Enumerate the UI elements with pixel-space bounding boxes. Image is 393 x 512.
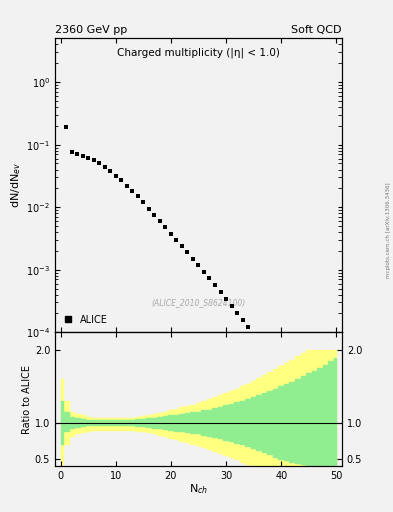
X-axis label: N$_{ch}$: N$_{ch}$ — [189, 482, 208, 496]
Text: Soft QCD: Soft QCD — [292, 25, 342, 35]
Y-axis label: Ratio to ALICE: Ratio to ALICE — [22, 365, 32, 434]
Text: (ALICE_2010_S8624100): (ALICE_2010_S8624100) — [151, 298, 246, 307]
Y-axis label: dN/dN$_{ev}$: dN/dN$_{ev}$ — [9, 162, 23, 208]
Legend: ALICE: ALICE — [60, 312, 111, 328]
Text: Charged multiplicity (|η| < 1.0): Charged multiplicity (|η| < 1.0) — [117, 47, 280, 58]
Text: 2360 GeV pp: 2360 GeV pp — [55, 25, 127, 35]
Text: mcplots.cern.ch [arXiv:1306.3436]: mcplots.cern.ch [arXiv:1306.3436] — [386, 183, 391, 278]
